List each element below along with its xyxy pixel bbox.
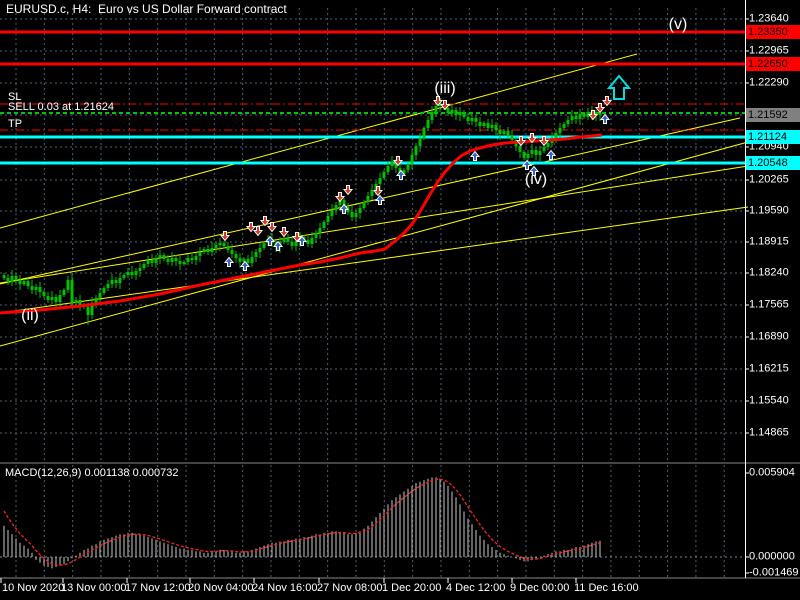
up-arrow-icon	[296, 235, 308, 246]
price-level-badge: 1.20548	[746, 156, 800, 170]
position-label: SELL 0.03 at 1.21624	[8, 101, 115, 113]
macd-signal-line	[3, 478, 601, 566]
price-level-badge: 1.21592	[746, 108, 800, 122]
up-arrow-icon	[338, 203, 350, 214]
down-arrow-icon	[291, 232, 303, 243]
up-arrow-icon	[223, 256, 235, 267]
macd-indicator-label: MACD(12,26,9) 0.001138 0.000732	[5, 467, 179, 479]
up-arrow-icon	[521, 159, 533, 170]
price-levels[interactable]	[0, 30, 745, 165]
time-tick-label: 13 Nov 00:00	[61, 582, 127, 594]
big-up-arrow-icon[interactable]	[606, 74, 632, 100]
price-tick-label: 1.16890	[749, 330, 789, 343]
up-arrow-icon	[528, 165, 540, 176]
time-tick-label: 24 Nov 16:00	[252, 582, 318, 594]
macd-tick-label: 0.000000	[749, 550, 795, 563]
down-arrow-icon	[266, 222, 278, 233]
down-arrow-icon	[245, 222, 257, 233]
price-tick-label: 1.20940	[749, 140, 789, 153]
down-arrow-icon	[372, 186, 384, 197]
up-arrow-icon	[599, 113, 611, 124]
take-profit-label: TP	[8, 118, 23, 130]
time-tick-label: 20 Nov 04:00	[188, 582, 254, 594]
macd-tick-label: -0.001469	[749, 566, 799, 579]
price-tick-label: 1.22290	[749, 76, 789, 89]
price-tick-label: 1.20265	[749, 173, 789, 186]
chart-title: EURUSD.c, H4: Euro vs US Dollar Forward …	[6, 2, 287, 16]
down-arrow-icon	[526, 133, 538, 144]
up-arrow-icon	[374, 194, 386, 205]
down-arrow-icon	[342, 185, 354, 196]
down-arrow-icon	[278, 227, 290, 238]
price-tick-label: 1.23640	[749, 12, 789, 25]
down-arrow-icon	[587, 110, 599, 121]
grid	[0, 8, 745, 577]
down-arrow-icon	[601, 96, 613, 107]
up-arrow-icon	[469, 150, 481, 161]
price-tick-label: 1.22965	[749, 44, 789, 57]
down-arrow-icon	[538, 136, 550, 147]
time-tick-label: 17 Nov 12:00	[125, 582, 191, 594]
price-tick-label: 1.17565	[749, 298, 789, 311]
elliott-wave-label[interactable]: (iii)	[434, 80, 456, 97]
price-tick-label: 1.19590	[749, 204, 789, 217]
up-arrow-icon	[545, 149, 557, 160]
candles	[2, 97, 602, 325]
macd-tick-label: 0.005904	[749, 466, 795, 479]
down-arrow-icon	[432, 96, 444, 107]
time-tick-label: 9 Dec 00:00	[510, 582, 570, 594]
yellow-trendlines[interactable]	[0, 53, 749, 347]
up-arrow-icon	[272, 240, 284, 251]
frame	[0, 0, 800, 583]
elliott-wave-label[interactable]: (iv)	[524, 171, 548, 188]
price-level-badge: 1.22650	[746, 57, 800, 71]
down-arrow-icon	[594, 103, 606, 114]
price-tick-label: 1.14865	[749, 426, 789, 439]
signal-markers	[219, 96, 613, 271]
down-arrow-icon	[252, 226, 264, 237]
elliott-wave-label[interactable]: (ii)	[21, 307, 39, 324]
time-tick-label: 4 Dec 12:00	[446, 582, 506, 594]
time-tick-label: 11 Dec 16:00	[574, 582, 639, 594]
price-tick-label: 1.18240	[749, 266, 789, 279]
up-arrow-icon	[264, 235, 276, 246]
price-tick-label: 1.15540	[749, 394, 789, 407]
price-tick-label: 1.18915	[749, 235, 789, 248]
up-arrow-icon	[239, 260, 251, 271]
down-arrow-icon	[439, 100, 451, 111]
time-tick-label: 1 Dec 20:00	[382, 582, 442, 594]
price-level-badge: 1.21124	[746, 130, 800, 144]
down-arrow-icon	[515, 136, 527, 147]
down-arrow-icon	[259, 216, 271, 227]
moving-average-line	[0, 133, 603, 315]
stop-loss-label: SL	[8, 91, 22, 103]
time-tick-label: 10 Nov 2020	[2, 582, 65, 594]
macd-pane	[0, 477, 745, 569]
price-level-badge: 1.23350	[746, 25, 800, 39]
time-tick-label: 27 Nov 08:00	[317, 582, 383, 594]
up-arrow-icon	[395, 169, 407, 180]
down-arrow-icon	[334, 192, 346, 203]
down-arrow-icon	[392, 156, 404, 167]
down-arrow-icon	[219, 231, 231, 242]
elliott-wave-label[interactable]: (v)	[668, 16, 688, 33]
price-tick-label: 1.16215	[749, 362, 789, 375]
